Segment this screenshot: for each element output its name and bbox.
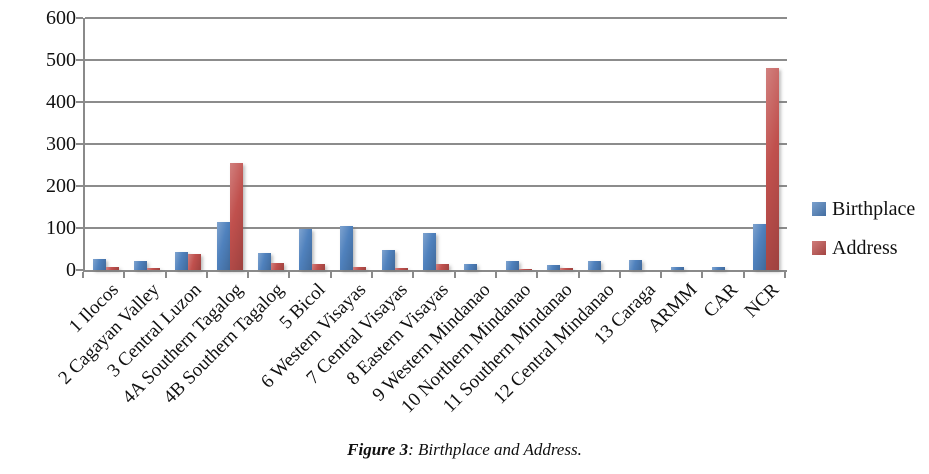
bar-address	[394, 268, 408, 270]
gridline-200	[85, 185, 787, 187]
x-axis-tick	[164, 272, 167, 278]
legend-swatch-birthplace	[812, 202, 826, 216]
bar-address	[146, 267, 160, 270]
bar-group	[333, 18, 374, 270]
bar-birthplace	[505, 261, 519, 270]
y-axis-label: 500	[46, 49, 76, 71]
gridline-600	[85, 17, 787, 19]
gridline-100	[85, 227, 787, 229]
y-axis-label: 600	[46, 7, 76, 29]
y-axis-tick	[76, 59, 83, 61]
bar-birthplace	[340, 225, 354, 270]
x-axis-tick	[577, 272, 580, 278]
bar-group	[168, 18, 209, 270]
x-axis-tick	[288, 272, 291, 278]
figure-caption: Figure 3: Birthplace and Address.	[0, 440, 929, 460]
bar-group	[250, 18, 291, 270]
x-axis-tick	[371, 272, 374, 278]
x-axis-tick	[536, 272, 539, 278]
x-axis-tick	[82, 272, 84, 278]
legend: Birthplace Address	[812, 199, 915, 277]
bar-address	[188, 254, 202, 270]
y-axis-tick	[76, 101, 83, 103]
y-axis-label: 200	[46, 175, 76, 197]
x-axis-tick	[205, 272, 208, 278]
legend-label-birthplace: Birthplace	[832, 198, 916, 220]
bar-birthplace	[133, 260, 147, 270]
y-axis-tick	[76, 269, 83, 271]
x-axis-tick	[742, 272, 745, 278]
bar-group	[498, 18, 539, 270]
bar-group	[704, 18, 745, 270]
bar-group	[291, 18, 332, 270]
bar-address	[766, 68, 780, 270]
bar-birthplace	[381, 249, 395, 270]
bar-group	[85, 18, 126, 270]
plot-area	[83, 17, 787, 272]
bar-group	[126, 18, 167, 270]
bar-address	[105, 266, 119, 270]
figure-caption-text: : Birthplace and Address.	[408, 440, 582, 459]
bar-group	[746, 18, 787, 270]
x-axis-tick	[618, 272, 621, 278]
bar-group	[457, 18, 498, 270]
bar-address	[353, 267, 367, 270]
legend-label-address: Address	[832, 237, 898, 259]
bar-address	[270, 263, 284, 270]
bar-address	[435, 263, 449, 270]
bar-group	[622, 18, 663, 270]
x-axis-tick	[784, 272, 786, 278]
figure-caption-label: Figure 3	[347, 440, 409, 459]
bar-birthplace	[753, 223, 767, 270]
bar-birthplace	[216, 221, 230, 270]
y-axis-tick	[76, 185, 83, 187]
bar-birthplace	[629, 259, 643, 270]
bar-birthplace	[588, 261, 602, 270]
x-axis-tick	[247, 272, 250, 278]
bar-birthplace	[464, 263, 478, 270]
bar-group	[539, 18, 580, 270]
bar-address	[229, 162, 243, 270]
y-axis-label: 100	[46, 217, 76, 239]
y-axis-label: 0	[66, 259, 76, 281]
bar-birthplace	[546, 264, 560, 270]
bar-birthplace	[712, 267, 726, 270]
bar-birthplace	[422, 233, 436, 270]
x-axis-tick	[701, 272, 704, 278]
y-axis-tick	[76, 227, 83, 229]
x-axis-tick	[329, 272, 332, 278]
x-axis-category-label: NCR	[741, 279, 784, 322]
legend-item-birthplace: Birthplace	[812, 199, 915, 219]
x-axis-tick	[453, 272, 456, 278]
bar-group	[374, 18, 415, 270]
gridline-300	[85, 143, 787, 145]
x-axis-tick	[412, 272, 415, 278]
bar-birthplace	[175, 251, 189, 270]
x-axis-tick	[660, 272, 663, 278]
gridline-500	[85, 59, 787, 61]
bar-birthplace	[299, 229, 313, 270]
bar-birthplace	[92, 258, 106, 270]
legend-swatch-address	[812, 241, 826, 255]
bar-group	[415, 18, 456, 270]
bar-birthplace	[670, 267, 684, 270]
y-axis-label: 300	[46, 133, 76, 155]
bar-address	[312, 264, 326, 270]
bar-address	[559, 267, 573, 270]
bar-group	[663, 18, 704, 270]
legend-item-address: Address	[812, 238, 915, 258]
gridline-400	[85, 101, 787, 103]
bar-address	[518, 268, 532, 270]
x-axis-category-label: CAR	[699, 279, 743, 322]
y-axis-label: 400	[46, 91, 76, 113]
bar-birthplace	[257, 252, 271, 270]
x-axis-tick	[123, 272, 126, 278]
bar-group	[581, 18, 622, 270]
y-axis-tick	[76, 17, 83, 19]
bar-group	[209, 18, 250, 270]
x-axis-tick	[494, 272, 497, 278]
y-axis-tick	[76, 143, 83, 145]
